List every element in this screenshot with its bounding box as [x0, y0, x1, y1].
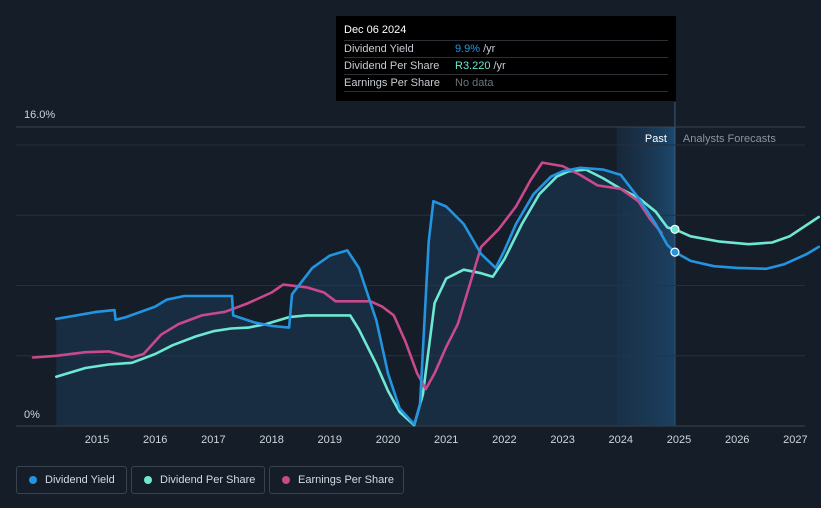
x-tick-label: 2017	[201, 434, 225, 446]
x-tick-label: 2020	[376, 434, 400, 446]
dividend-yield-marker	[670, 247, 680, 257]
y-axis-bottom-label: 0%	[24, 409, 40, 421]
legend-earnings-per-share[interactable]: Earnings Per Share	[269, 466, 404, 494]
legend-label: Dividend Per Share	[160, 474, 256, 486]
earnings-per-share-line	[31, 161, 663, 391]
x-tick-label: 2023	[550, 434, 574, 446]
dividend-yield-area	[56, 167, 675, 427]
legend-dot-icon	[282, 476, 290, 484]
x-tick-label: 2027	[783, 434, 807, 446]
x-tick-label: 2022	[492, 434, 516, 446]
x-tick-label: 2015	[85, 434, 109, 446]
x-tick-label: 2016	[143, 434, 167, 446]
tooltip-value: No data	[455, 77, 494, 89]
x-tick-label: 2018	[259, 434, 283, 446]
tooltip-label: Dividend Yield	[344, 43, 414, 55]
legend-dot-icon	[29, 476, 37, 484]
past-label: Past	[645, 133, 667, 145]
x-tick-label: 2024	[609, 434, 633, 446]
forecast-label: Analysts Forecasts	[683, 133, 776, 145]
legend-label: Earnings Per Share	[298, 474, 394, 486]
tooltip-label: Dividend Per Share	[344, 60, 440, 72]
tooltip-date: Dec 06 2024	[344, 24, 407, 36]
dividend-per-share-line	[55, 168, 820, 427]
legend-label: Dividend Yield	[45, 474, 115, 486]
tooltip-value: R3.220/yr	[455, 60, 506, 72]
y-axis-top-label: 16.0%	[24, 109, 55, 121]
x-tick-label: 2021	[434, 434, 458, 446]
dividend-yield-line	[55, 166, 820, 426]
tooltip: Dec 06 2024 Dividend Yield 9.9%/yr Divid…	[336, 16, 676, 101]
legend-dot-icon	[144, 476, 152, 484]
tooltip-row-dividend-yield: Dividend Yield 9.9%/yr	[344, 40, 668, 58]
tooltip-row-earnings-per-share: Earnings Per Share No data	[344, 74, 668, 92]
x-tick-label: 2026	[725, 434, 749, 446]
legend-dividend-yield[interactable]: Dividend Yield	[16, 466, 127, 494]
tooltip-divider	[344, 91, 668, 92]
dividend-per-share-marker	[670, 224, 680, 234]
x-tick-label: 2019	[318, 434, 342, 446]
tooltip-row-dividend-per-share: Dividend Per Share R3.220/yr	[344, 57, 668, 75]
x-tick-label: 2025	[667, 434, 691, 446]
tooltip-value: 9.9%/yr	[455, 43, 496, 55]
tooltip-label: Earnings Per Share	[344, 77, 440, 89]
legend-dividend-per-share[interactable]: Dividend Per Share	[131, 466, 265, 494]
